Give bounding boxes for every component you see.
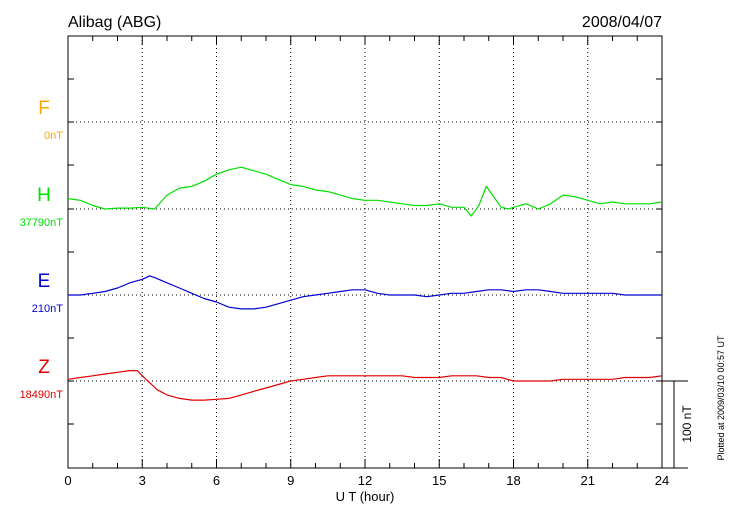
component-baseline-H: 37790nT xyxy=(20,217,64,229)
x-tick-label: 3 xyxy=(139,473,146,488)
x-axis-title: U T (hour) xyxy=(336,489,395,504)
series-line-Z xyxy=(67,370,663,401)
series-lines xyxy=(67,166,663,401)
component-letter-E: E xyxy=(38,271,51,292)
component-baseline-Z: 18490nT xyxy=(20,389,64,401)
x-tick-label: 15 xyxy=(432,473,446,488)
x-tick-label: 9 xyxy=(287,473,294,488)
x-tick-label: 24 xyxy=(655,473,669,488)
component-baseline-E: 210nT xyxy=(32,303,63,315)
component-letter-H: H xyxy=(37,185,51,206)
x-tick-label: 18 xyxy=(506,473,520,488)
x-tick-label: 12 xyxy=(358,473,372,488)
x-tick-label: 21 xyxy=(581,473,595,488)
grid xyxy=(68,36,662,468)
date-label: 2008/04/07 xyxy=(582,14,662,31)
scale-bar-label: 100 nT xyxy=(680,405,694,443)
x-tick-label: 6 xyxy=(213,473,220,488)
component-letter-Z: Z xyxy=(38,357,50,378)
plotted-timestamp: Plotted at 2009/03/10 00:57 UT xyxy=(716,335,726,461)
component-baseline-F: 0nT xyxy=(44,130,63,142)
series-line-E xyxy=(68,275,662,310)
x-tick-label: 0 xyxy=(64,473,71,488)
x-tick-labels: 0 3 6 9 12 15 18 21 24 xyxy=(64,473,669,488)
series-line-H xyxy=(67,166,663,217)
scale-bar: 100 nT xyxy=(662,380,694,469)
component-letter-F: F xyxy=(38,98,50,119)
axis-ticks xyxy=(67,36,663,468)
station-title: Alibag (ABG) xyxy=(68,14,161,31)
component-labels: F 0nT H 37790nT E 210nT Z 18490nT xyxy=(20,98,64,401)
